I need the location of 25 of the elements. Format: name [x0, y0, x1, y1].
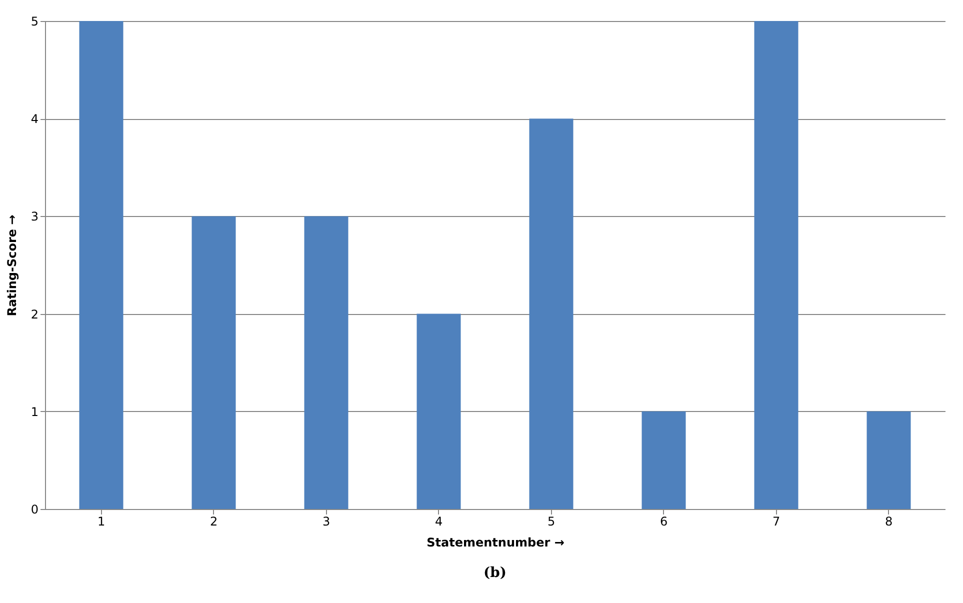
bar	[192, 216, 236, 509]
x-axis-title: Statementnumber →	[426, 536, 564, 550]
x-tick-label: 6	[660, 514, 668, 528]
x-tick-label: 1	[97, 514, 106, 528]
y-tick-label: 4	[30, 112, 38, 126]
y-axis-title: Rating-Score →	[4, 214, 19, 316]
x-tick-label: 4	[434, 514, 443, 528]
bar	[304, 216, 348, 509]
x-tick-label: 5	[547, 514, 556, 528]
y-tick-label: 1	[30, 404, 38, 419]
x-tick-label: 2	[210, 514, 218, 528]
x-tick-label: 7	[772, 514, 780, 528]
y-tick-label: 3	[30, 210, 38, 224]
x-tick-label: 3	[322, 514, 330, 528]
text: (b)	[483, 565, 507, 581]
bar	[866, 411, 911, 509]
y-tick-label: 2	[30, 307, 38, 322]
y-tick-label: 0	[30, 502, 38, 516]
bar	[416, 314, 461, 509]
bar	[642, 411, 686, 509]
bar	[529, 118, 574, 509]
x-tick-label: 8	[884, 514, 893, 528]
bar	[79, 21, 124, 509]
bar	[754, 21, 798, 509]
y-tick-label: 5	[30, 14, 38, 28]
